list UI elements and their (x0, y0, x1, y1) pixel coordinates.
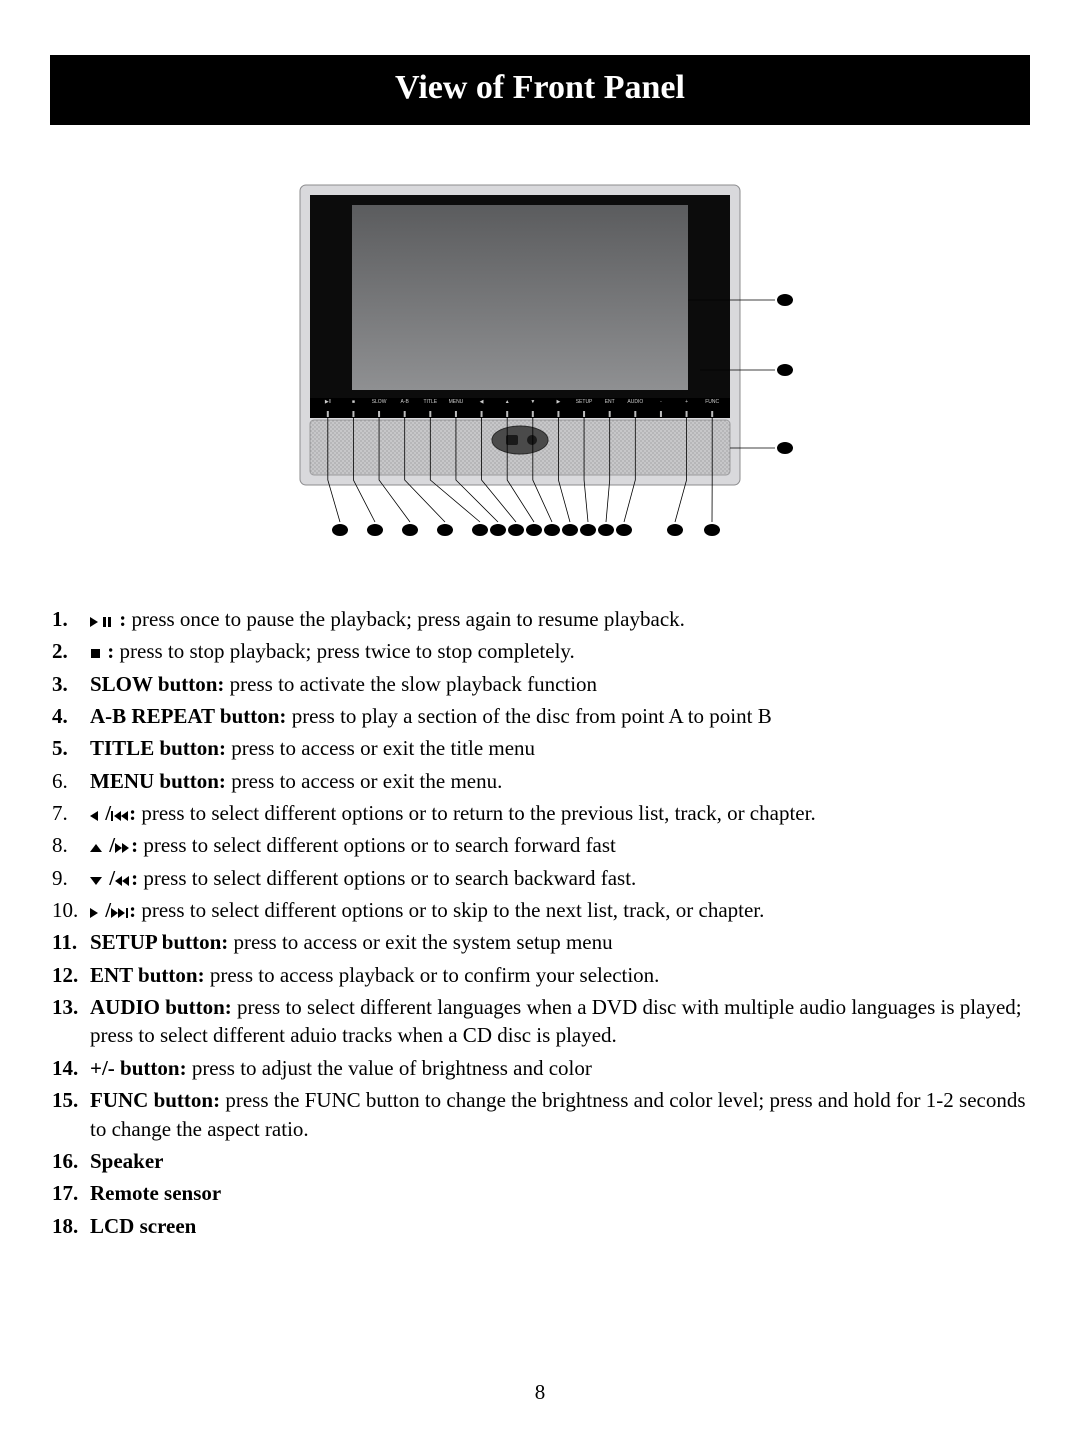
legend-item-body: +/- button: press to adjust the value of… (90, 1054, 1030, 1082)
svg-text:ENT: ENT (605, 399, 615, 405)
legend-item-body: /: press to select different options or … (90, 831, 1030, 859)
lcd-screen (352, 205, 688, 390)
legend-item-number: 13. (50, 993, 90, 1050)
legend-item-body: /: press to select different options or … (90, 799, 1030, 827)
svg-text:4: 4 (442, 525, 447, 535)
svg-text:▲: ▲ (505, 399, 510, 405)
page-title: View of Front Panel (50, 55, 1030, 125)
legend-item: 15.FUNC button: press the FUNC button to… (50, 1086, 1030, 1143)
legend-item: 4.A-B REPEAT button: press to play a sec… (50, 702, 1030, 730)
legend-item-body: AUDIO button: press to select different … (90, 993, 1030, 1050)
legend-item-body: : press to stop playback; press twice to… (90, 637, 1030, 665)
remote-sensor-housing (492, 426, 548, 454)
svg-text:■: ■ (352, 399, 355, 405)
front-panel-diagram: ▶‖■SLOWA-BTITLEMENU◀▲▼▶SETUPENTAUDIO-+FU… (50, 180, 1030, 550)
svg-text:AUDIO: AUDIO (627, 399, 643, 405)
svg-text:+: + (685, 399, 688, 405)
legend-item-number: 15. (50, 1086, 90, 1143)
svg-text:7: 7 (513, 525, 518, 535)
legend-item: 12.ENT button: press to access playback … (50, 961, 1030, 989)
legend-item: 13.AUDIO button: press to select differe… (50, 993, 1030, 1050)
legend-item: 17.Remote sensor (50, 1179, 1030, 1207)
legend-item: 5.TITLE button: press to access or exit … (50, 734, 1030, 762)
legend-item-number: 3. (50, 670, 90, 698)
legend-item-body: FUNC button: press the FUNC button to ch… (90, 1086, 1030, 1143)
svg-text:17: 17 (780, 365, 790, 375)
legend-item-body: /: press to select different options or … (90, 864, 1030, 892)
page-number: 8 (50, 1380, 1030, 1405)
svg-text:18: 18 (780, 295, 790, 305)
svg-text:11: 11 (583, 525, 592, 535)
svg-text:8: 8 (531, 525, 536, 535)
legend-list: 1. : press once to pause the playback; p… (50, 605, 1030, 1240)
svg-text:MENU: MENU (449, 399, 464, 405)
svg-text:13: 13 (619, 525, 629, 535)
legend-item-number: 1. (50, 605, 90, 633)
legend-item: 7. /: press to select different options … (50, 799, 1030, 827)
legend-item-number: 8. (50, 831, 90, 859)
legend-item: 8. /: press to select different options … (50, 831, 1030, 859)
svg-text:12: 12 (601, 525, 611, 535)
svg-text:SLOW: SLOW (372, 399, 387, 405)
legend-item-body: LCD screen (90, 1212, 1030, 1240)
legend-item: 18.LCD screen (50, 1212, 1030, 1240)
legend-item-body: A-B REPEAT button: press to play a secti… (90, 702, 1030, 730)
svg-text:A-B: A-B (401, 399, 410, 405)
legend-item: 6.MENU button: press to access or exit t… (50, 767, 1030, 795)
legend-item-body: /: press to select different options or … (90, 896, 1030, 924)
legend-item-number: 16. (50, 1147, 90, 1175)
diagram-svg: ▶‖■SLOWA-BTITLEMENU◀▲▼▶SETUPENTAUDIO-+FU… (280, 180, 800, 550)
legend-item: 10. /: press to select different options… (50, 896, 1030, 924)
legend-item: 9. /: press to select different options … (50, 864, 1030, 892)
legend-item: 2. : press to stop playback; press twice… (50, 637, 1030, 665)
legend-item-body: TITLE button: press to access or exit th… (90, 734, 1030, 762)
legend-item: 16.Speaker (50, 1147, 1030, 1175)
svg-text:10: 10 (565, 525, 575, 535)
legend-item-number: 12. (50, 961, 90, 989)
legend-item-number: 17. (50, 1179, 90, 1207)
svg-text:1: 1 (337, 525, 342, 535)
legend-item-body: Speaker (90, 1147, 1030, 1175)
legend-item-body: : press once to pause the playback; pres… (90, 605, 1030, 633)
legend-item: 1. : press once to pause the playback; p… (50, 605, 1030, 633)
legend-item-number: 2. (50, 637, 90, 665)
legend-item-number: 6. (50, 767, 90, 795)
legend-item: 14.+/- button: press to adjust the value… (50, 1054, 1030, 1082)
svg-text:15: 15 (707, 525, 717, 535)
svg-text:TITLE: TITLE (424, 399, 438, 405)
legend-item-body: Remote sensor (90, 1179, 1030, 1207)
legend-item-number: 11. (50, 928, 90, 956)
legend-item-number: 4. (50, 702, 90, 730)
legend-item-number: 5. (50, 734, 90, 762)
svg-text:▼: ▼ (530, 399, 535, 405)
svg-text:SETUP: SETUP (576, 399, 593, 405)
manual-page: View of Front Panel (0, 0, 1080, 1445)
legend-item-body: SETUP button: press to access or exit th… (90, 928, 1030, 956)
svg-text:▶: ▶ (557, 399, 561, 405)
legend-item-body: MENU button: press to access or exit the… (90, 767, 1030, 795)
svg-text:9: 9 (549, 525, 554, 535)
legend-item-body: SLOW button: press to activate the slow … (90, 670, 1030, 698)
svg-text:▶‖: ▶‖ (325, 399, 331, 405)
svg-text:14: 14 (670, 525, 680, 535)
svg-text:5: 5 (477, 525, 482, 535)
legend-item-number: 7. (50, 799, 90, 827)
legend-item-number: 9. (50, 864, 90, 892)
svg-text:3: 3 (407, 525, 412, 535)
svg-text:2: 2 (372, 525, 377, 535)
svg-text:16: 16 (780, 443, 790, 453)
legend-item-body: ENT button: press to access playback or … (90, 961, 1030, 989)
legend-item: 11.SETUP button: press to access or exit… (50, 928, 1030, 956)
svg-text:FUNC: FUNC (705, 399, 719, 405)
legend-item-number: 10. (50, 896, 90, 924)
svg-text:◀: ◀ (480, 399, 484, 405)
legend-item-number: 18. (50, 1212, 90, 1240)
legend-item: 3.SLOW button: press to activate the slo… (50, 670, 1030, 698)
svg-text:6: 6 (495, 525, 500, 535)
legend-item-number: 14. (50, 1054, 90, 1082)
